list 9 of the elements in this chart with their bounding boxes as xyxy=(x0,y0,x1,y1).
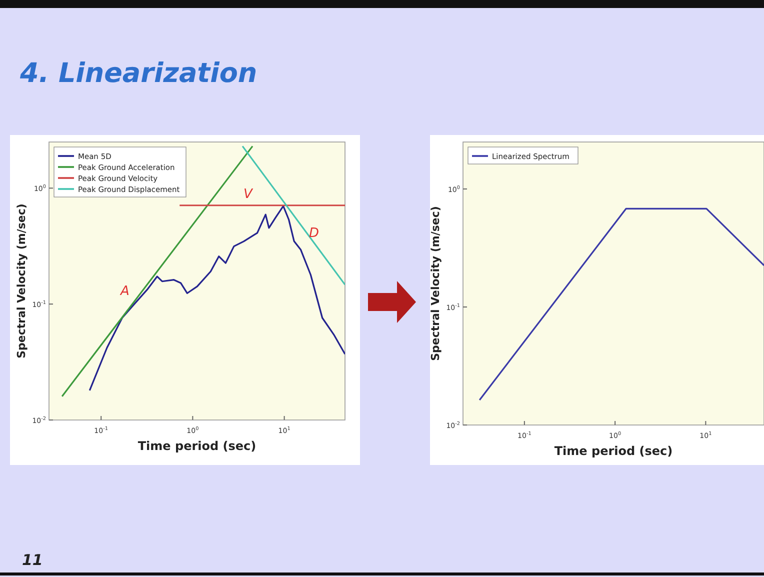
annotation: D xyxy=(308,226,320,241)
annotation: V xyxy=(244,187,254,202)
annotation: A xyxy=(120,284,130,299)
chart-title: 4. Linearization xyxy=(19,58,258,89)
x-axis-title: Time period (sec) xyxy=(554,444,673,458)
x-axis-title: Time period (sec) xyxy=(138,439,256,453)
y-axis-title: Spectral Velocity (m/sec) xyxy=(429,206,442,361)
text: 11 xyxy=(22,551,43,569)
y-axis-title: Spectral Velocity (m/sec) xyxy=(15,204,28,358)
